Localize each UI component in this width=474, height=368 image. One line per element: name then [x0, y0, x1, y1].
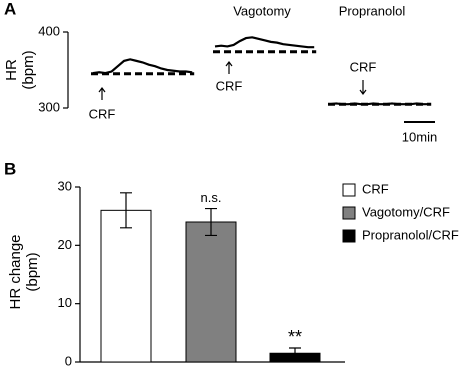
trace-title: Propranolol — [339, 3, 406, 18]
arrow-head — [98, 87, 106, 93]
error-bar — [205, 207, 217, 237]
legend-label: Propranolol/CRF — [362, 227, 459, 242]
y-tick-label: 10 — [58, 295, 72, 310]
arrow-head — [359, 89, 367, 95]
annotation: CRF — [89, 106, 116, 121]
legend-swatch — [342, 206, 356, 220]
hr-trace — [329, 102, 430, 106]
significance: n.s. — [201, 190, 222, 205]
y-axis-label: HR — [3, 59, 20, 81]
panel-label: A — [4, 0, 16, 18]
panel-label: B — [4, 159, 16, 178]
y-tick-label: 20 — [58, 237, 72, 252]
bar — [185, 221, 237, 363]
bar — [100, 209, 152, 363]
annotation: CRF — [350, 59, 377, 74]
arrow-head — [225, 61, 233, 67]
scale-bar-label: 10min — [402, 129, 437, 144]
significance: ** — [288, 327, 302, 347]
legend-swatch — [342, 229, 356, 243]
legend-label: Vagotomy/CRF — [362, 204, 450, 219]
hr-trace — [92, 58, 193, 75]
y-tick-label: 300 — [38, 99, 60, 114]
hr-trace — [214, 36, 315, 49]
y-axis-label: (bpm) — [24, 252, 41, 291]
y-tick-label: 0 — [65, 353, 72, 368]
annotation: CRF — [216, 78, 243, 93]
error-bar — [289, 347, 301, 360]
legend-swatch — [342, 183, 356, 197]
y-tick-label: 400 — [38, 23, 60, 38]
error-bar — [120, 192, 132, 229]
y-tick-label: 30 — [58, 178, 72, 193]
trace-title: Vagotomy — [233, 3, 291, 18]
y-axis-label: HR change — [7, 234, 24, 309]
legend-label: CRF — [362, 181, 389, 196]
y-axis-label: (bpm) — [20, 50, 37, 89]
